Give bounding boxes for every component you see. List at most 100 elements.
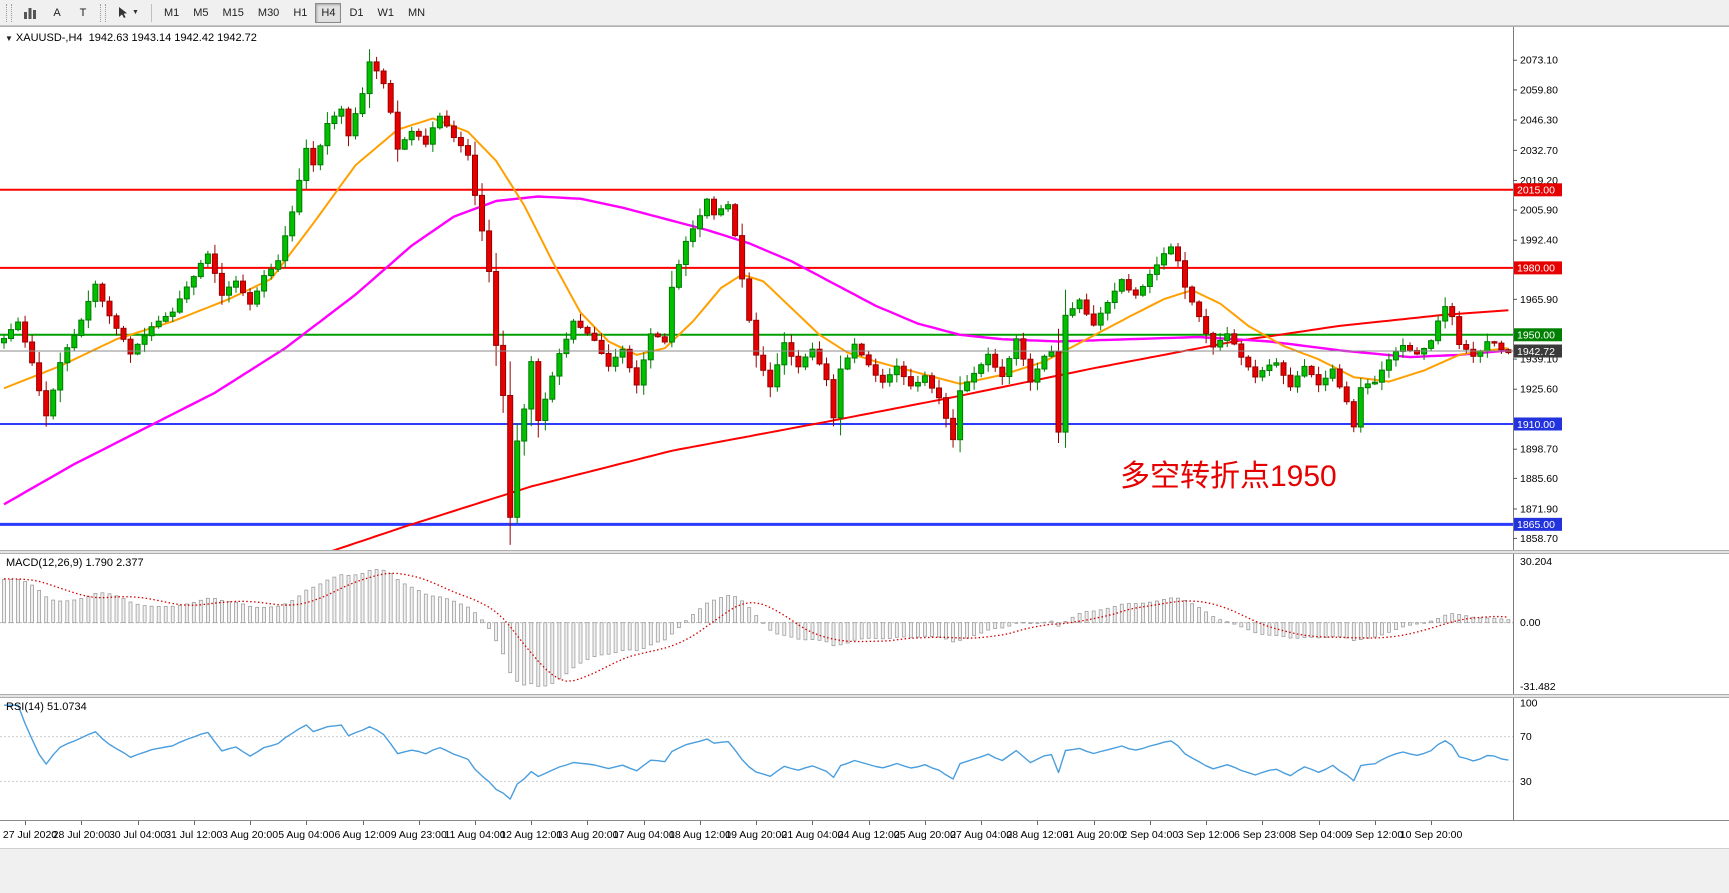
tf-button-h4[interactable]: H4 xyxy=(315,2,342,23)
time-axis-label: 17 Aug 04:00 xyxy=(612,829,675,841)
macd-scale-zero: 0.00 xyxy=(1520,617,1541,629)
time-axis-label: 27 Jul 2020 xyxy=(2,829,58,841)
time-axis-label: 6 Aug 12:00 xyxy=(334,829,391,841)
bar-chart-icon xyxy=(24,7,36,19)
price-chart-canvas[interactable]: 2073.102059.802046.302032.702019.202005.… xyxy=(0,27,1729,550)
level-badge-1865.00-text: 1865.00 xyxy=(1517,519,1555,531)
price-axis-label: 1898.70 xyxy=(1520,444,1558,456)
cursor-arrow-icon xyxy=(119,7,127,18)
level-badge-1910.00-text: 1910.00 xyxy=(1517,419,1555,431)
panel-splitter[interactable] xyxy=(0,694,1729,698)
price-axis-label: 1885.60 xyxy=(1520,473,1558,485)
time-axis-tick xyxy=(475,821,476,825)
cursor-tool-button[interactable]: ▼ xyxy=(111,3,145,23)
price-axis-label: 1871.90 xyxy=(1520,503,1558,515)
tf-button-d1[interactable]: D1 xyxy=(343,3,369,23)
time-axis-label: 25 Aug 20:00 xyxy=(893,829,956,841)
chevron-down-icon: ▼ xyxy=(132,9,139,16)
time-axis-label: 31 Aug 20:00 xyxy=(1062,829,1125,841)
rsi-scale-label: 30 xyxy=(1520,776,1532,788)
time-axis-tick xyxy=(81,821,83,825)
time-axis-label: 18 Aug 12:00 xyxy=(669,829,731,841)
rsi-label: RSI(14) 51.0734 xyxy=(6,701,87,713)
time-axis-tick xyxy=(1093,821,1095,825)
time-axis-label: 10 Sep 20:00 xyxy=(1399,829,1463,841)
time-axis-label: 21 Aug 04:00 xyxy=(781,829,844,841)
ohlc-values: 1942.63 1943.14 1942.42 1942.72 xyxy=(88,32,257,44)
tf-button-m5[interactable]: M5 xyxy=(187,3,214,23)
time-axis-tick xyxy=(25,821,27,825)
ma-mid-line xyxy=(3,195,1509,506)
macd-histogram xyxy=(2,569,1511,687)
time-axis-tick xyxy=(1262,821,1264,825)
rsi-canvas[interactable]: 100 70 30 xyxy=(0,698,1729,820)
toolbar: A T ▼ M1 M5 M15 M30 H1 H4 D1 W1 MN xyxy=(0,0,1729,26)
price-axis-label: 2005.90 xyxy=(1520,205,1558,217)
time-axis-tick xyxy=(699,821,701,825)
time-axis-label: 30 Jul 04:00 xyxy=(108,829,167,841)
toolbar-grip[interactable] xyxy=(6,3,12,22)
time-axis-tick xyxy=(812,821,814,825)
tf-button-h1[interactable]: H1 xyxy=(287,3,313,23)
price-axis-label: 2059.80 xyxy=(1520,84,1558,96)
time-axis-label: 2 Sep 04:00 xyxy=(1121,829,1179,841)
panel-splitter[interactable] xyxy=(0,550,1729,554)
price-axis-label: 1858.70 xyxy=(1520,533,1558,545)
rsi-panel: 100 70 30 RSI(14) 51.0734 xyxy=(0,698,1729,820)
time-axis-label: 3 Sep 12:00 xyxy=(1177,829,1235,841)
tf-button-m1[interactable]: M1 xyxy=(158,3,185,23)
time-axis-tick xyxy=(1037,821,1039,825)
time-axis-tick xyxy=(924,821,926,825)
macd-panel: 30.204 0.00 -31.482 MACD(12,26,9) 1.790 2.… xyxy=(0,554,1729,694)
time-axis-tick xyxy=(1149,821,1151,825)
time-axis-label: 27 Aug 04:00 xyxy=(950,829,1013,841)
time-axis-tick xyxy=(1431,821,1433,825)
tf-button-m15[interactable]: M15 xyxy=(217,3,250,23)
text-tool-button[interactable]: T xyxy=(71,3,95,23)
level-badge-2015.00-text: 2015.00 xyxy=(1517,185,1555,197)
macd-signal-line xyxy=(3,572,1509,682)
chart-annotation[interactable]: 多空转折点1950 xyxy=(1120,460,1337,493)
current-price-badge-text: 1942.72 xyxy=(1517,346,1555,358)
price-axis-label: 2073.10 xyxy=(1520,55,1558,67)
time-axis-tick xyxy=(643,821,645,825)
rsi-scale-label: 100 xyxy=(1520,698,1538,710)
macd-canvas[interactable]: 30.204 0.00 -31.482 xyxy=(0,554,1729,694)
level-badge-1950.00 xyxy=(1514,328,1562,342)
symbol-dropdown-icon[interactable]: ▼ xyxy=(5,34,13,43)
bar-chart-icon-button[interactable] xyxy=(17,3,43,23)
tf-button-mn[interactable]: MN xyxy=(402,3,431,23)
symbol-label: XAUUSD-,H4 xyxy=(15,32,83,44)
price-axis-label: 1965.90 xyxy=(1520,294,1558,306)
time-axis-label: 13 Aug 20:00 xyxy=(556,829,619,841)
level-badge-1865.00 xyxy=(1514,517,1562,531)
macd-scale-max: 30.204 xyxy=(1520,556,1552,568)
time-axis-tick xyxy=(418,821,420,825)
time-axis-tick xyxy=(868,821,870,825)
level-badge-1980.00-text: 1980.00 xyxy=(1517,263,1555,275)
time-axis-label: 11 Aug 04:00 xyxy=(444,829,506,841)
time-axis-label: 28 Aug 12:00 xyxy=(1006,829,1069,841)
tf-button-w1[interactable]: W1 xyxy=(372,3,401,23)
letter-a-button[interactable]: A xyxy=(45,3,69,23)
time-axis-tick xyxy=(1206,821,1208,825)
time-axis-tick xyxy=(756,821,758,825)
time-axis-tick xyxy=(362,821,364,825)
tf-button-m30[interactable]: M30 xyxy=(252,3,285,23)
price-axis-label: 2046.30 xyxy=(1520,115,1558,127)
price-axis-label: 1925.60 xyxy=(1520,384,1558,396)
time-axis-label: 3 Aug 20:00 xyxy=(222,829,279,841)
price-axis-label: 2032.70 xyxy=(1520,145,1558,157)
macd-label: MACD(12,26,9) 1.790 2.377 xyxy=(6,557,144,569)
toolbar-grip[interactable] xyxy=(100,3,106,22)
time-axis-label: 8 Sep 04:00 xyxy=(1290,829,1347,841)
level-badge-2015.00 xyxy=(1514,183,1562,197)
time-axis[interactable]: 27 Jul 2020 28 Jul 20:00 30 Jul 04:00 31 Ju… xyxy=(0,820,1729,848)
level-badge-1910.00 xyxy=(1514,417,1562,431)
time-axis-label: 9 Sep 12:00 xyxy=(1346,829,1404,841)
candles-series xyxy=(1,49,1512,545)
toolbar-separator xyxy=(150,3,152,22)
time-axis-tick xyxy=(981,821,983,825)
time-axis-tick xyxy=(587,821,589,825)
time-axis-tick xyxy=(250,821,252,825)
